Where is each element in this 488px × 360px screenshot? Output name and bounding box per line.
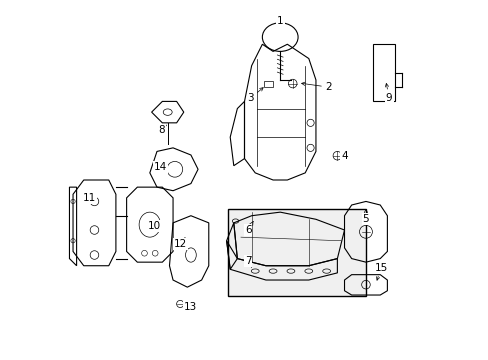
Text: 2: 2 bbox=[301, 82, 331, 92]
Bar bbox=[264, 81, 272, 87]
Text: 12: 12 bbox=[173, 238, 186, 249]
Text: 9: 9 bbox=[385, 84, 392, 103]
Text: 10: 10 bbox=[147, 221, 161, 231]
Text: 1: 1 bbox=[276, 16, 283, 26]
Bar bbox=[228, 208, 365, 296]
Text: 13: 13 bbox=[183, 302, 197, 312]
Text: 11: 11 bbox=[82, 193, 96, 203]
Text: 15: 15 bbox=[374, 262, 387, 280]
Text: 5: 5 bbox=[362, 210, 368, 224]
Text: 6: 6 bbox=[244, 221, 253, 235]
Text: 3: 3 bbox=[247, 87, 263, 103]
Text: 7: 7 bbox=[244, 256, 251, 267]
Text: 8: 8 bbox=[158, 125, 166, 135]
Text: 4: 4 bbox=[341, 151, 347, 161]
Text: 14: 14 bbox=[154, 162, 167, 172]
